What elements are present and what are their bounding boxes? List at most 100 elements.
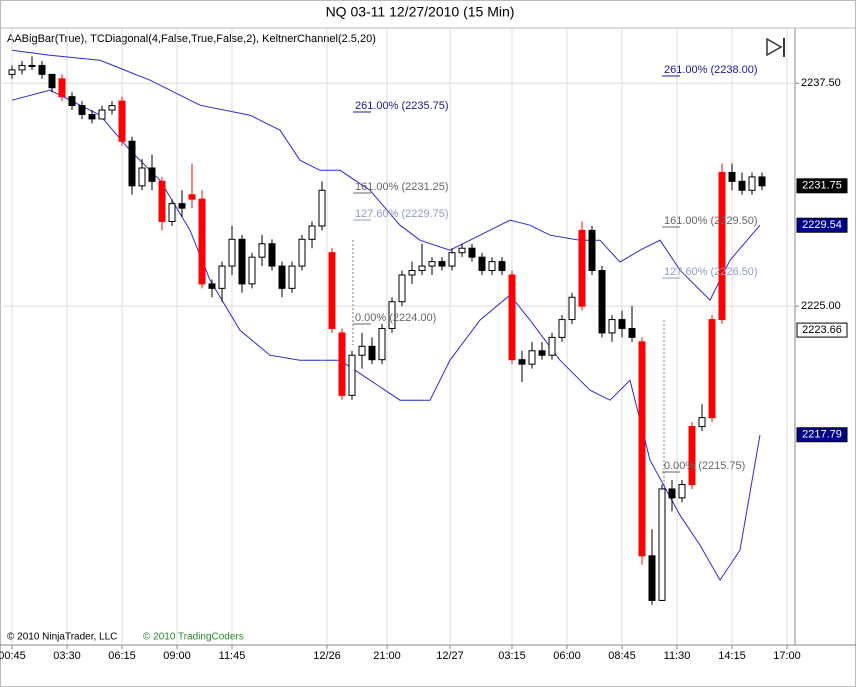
candle-body [238,238,246,285]
candle-body [598,270,606,334]
fib-label: 127.60% (2229.75) [355,208,449,220]
candle-body [438,261,446,267]
candle-body [218,265,226,289]
x-tick-label: 14:15 [718,650,746,662]
fib-label: 161.00% (2231.25) [355,181,449,193]
candle-body [738,180,746,191]
price-marker-label: 2231.75 [802,180,842,192]
x-tick-label: 11:45 [219,650,246,662]
collapse-icon[interactable] [766,37,785,57]
fib-label: 161.00% (2229.50) [664,215,758,227]
x-tick-label: 12/26 [313,650,341,662]
x-tick-label: 09:00 [163,650,191,662]
candle-body [108,105,116,111]
candle-body [488,261,496,272]
candle-body [268,243,276,267]
keltner-line [11,49,761,301]
candle-body [548,336,556,356]
candle-body [588,229,596,272]
candle-body [298,238,306,267]
candle-body [698,417,706,428]
candle-body [428,261,436,267]
candle-body [578,229,586,307]
x-tick-label: 17:00 [773,650,801,662]
candle-body [748,176,756,191]
price-marker [796,217,848,233]
candle-body [278,265,286,289]
price-marker [796,427,848,443]
candle-body [498,261,506,272]
credit: © 2010 TradingCoders [143,632,244,643]
candle-body [58,78,66,98]
candle-body [28,64,36,67]
candle-body [638,341,646,557]
y-tick-label: 2225.00 [801,300,841,312]
candle-body [518,359,526,365]
x-tick-label: 03:15 [498,650,526,662]
x-tick-label: 06:15 [108,650,136,662]
x-tick-label: 06:00 [553,650,581,662]
candle-body [358,345,366,356]
candle-body [18,64,26,71]
candle-body [348,354,356,396]
price-marker-label: 2223.66 [802,324,842,336]
candle-body [98,109,106,120]
y-tick-label: 2237.50 [801,77,841,89]
candle-body [8,69,16,75]
candle-body [178,203,186,209]
fib-label: 261.00% (2238.00) [664,64,758,76]
candle-body [558,319,566,338]
candle-body [388,301,396,329]
candle-body [568,296,576,321]
candle-body [678,484,686,499]
candle-body [408,270,416,276]
candle-body [448,252,456,267]
candle-body [668,488,676,499]
price-marker-label: 2217.79 [802,429,842,441]
candle-body [458,247,466,254]
fib-label: 0.00% (2215.75) [664,460,745,472]
candle-body [468,247,476,258]
candle-body [758,176,766,187]
x-tick-label: 11:30 [664,650,691,662]
candle-body [38,64,46,75]
candle-body [228,238,236,267]
candle-body [708,319,716,419]
candle-body [688,426,696,486]
price-marker-label: 2229.54 [802,219,842,231]
candle-body [718,171,726,321]
candle-body [48,73,56,89]
candle-body [308,225,316,240]
candle-body [248,256,256,285]
candle-body [118,100,126,142]
x-tick-label: 08:45 [608,650,636,662]
candle-body [478,256,486,272]
candle-body [628,327,636,338]
icon-triangle[interactable] [766,37,783,57]
candle-body [608,319,616,334]
x-tick-label: 00:45 [0,650,26,662]
price-marker [796,322,848,338]
candle-body [378,327,386,361]
candle-body [138,167,146,187]
fib-label: 127.60% (2226.50) [664,266,758,278]
indicator-list: AABigBar(True), TCDiagonal(4,False,True,… [7,33,376,45]
candle-body [508,274,516,361]
candle-body [528,350,536,365]
candle-body [368,345,376,361]
candle-body [398,274,406,303]
x-tick-label: 12/27 [436,650,464,662]
fib-label: 261.00% (2235.75) [355,100,449,112]
price-marker [796,178,848,194]
candle-body [288,265,296,289]
candle-body [328,252,336,329]
x-tick-label: 03:30 [53,650,81,662]
candle-body [208,283,216,289]
candle-body [658,488,666,601]
candle-body [148,167,156,182]
candle-body [78,105,86,115]
candle-body [728,171,736,182]
candle-body [648,555,656,601]
candle-body [618,319,626,329]
